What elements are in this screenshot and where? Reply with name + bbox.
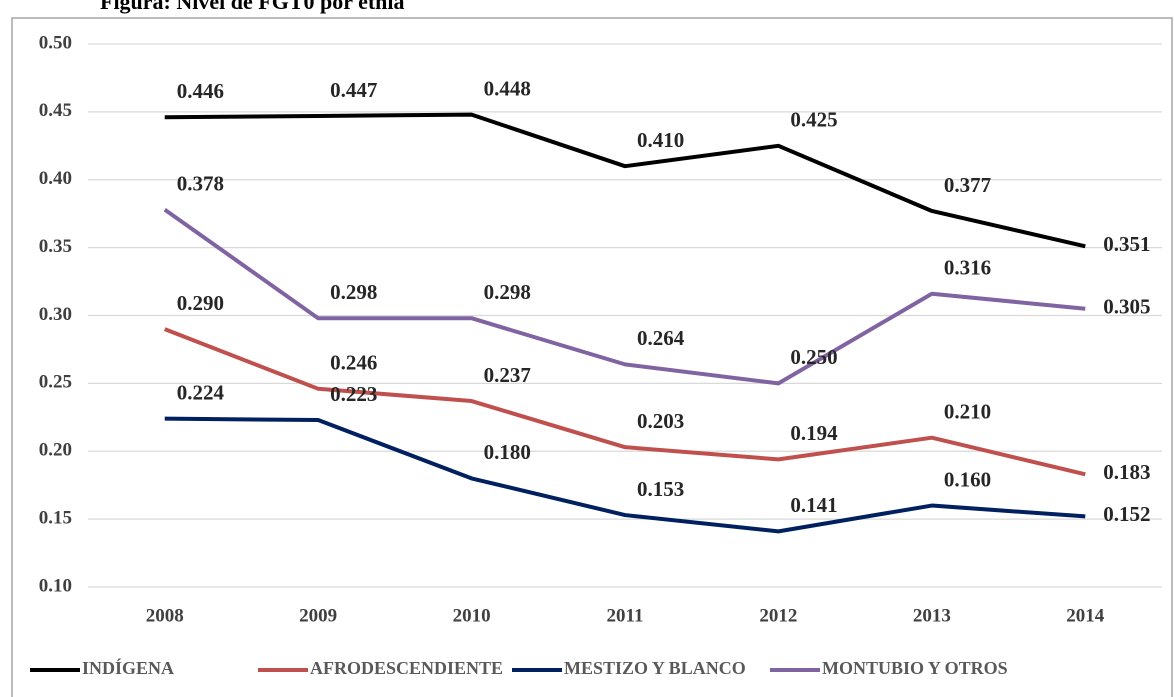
series-line — [163, 327, 1086, 477]
data-label: 0.425 — [790, 108, 837, 132]
data-label: 0.316 — [944, 256, 991, 280]
legend-label: INDÍGENA — [82, 657, 174, 678]
data-label: 0.250 — [790, 345, 837, 369]
data-label: 0.141 — [790, 493, 837, 517]
x-tick-label: 2009 — [299, 605, 337, 626]
data-label: 0.305 — [1103, 295, 1150, 319]
data-label: 0.183 — [1103, 460, 1150, 484]
y-tick-label: 0.10 — [39, 575, 72, 596]
data-label: 0.203 — [637, 409, 684, 433]
data-label: 0.378 — [177, 171, 224, 195]
data-label: 0.180 — [484, 440, 531, 464]
series-line — [164, 416, 1086, 534]
data-label: 0.298 — [484, 280, 531, 304]
chart-frame — [11, 17, 1173, 697]
series-line — [164, 112, 1086, 249]
y-tick-label: 0.45 — [39, 100, 72, 121]
data-label: 0.152 — [1103, 502, 1150, 526]
data-label: 0.224 — [177, 380, 225, 404]
y-tick-label: 0.20 — [39, 440, 72, 461]
x-tick-label: 2014 — [1066, 605, 1105, 626]
data-label: 0.223 — [330, 382, 377, 406]
data-label: 0.160 — [944, 467, 991, 491]
x-tick-label: 2010 — [453, 605, 491, 626]
y-tick-label: 0.25 — [39, 372, 72, 393]
data-label: 0.290 — [177, 291, 224, 315]
y-tick-label: 0.15 — [39, 507, 72, 528]
data-label: 0.377 — [944, 173, 991, 197]
data-label: 0.410 — [637, 128, 684, 152]
series-line — [163, 207, 1086, 386]
x-tick-label: 2013 — [913, 605, 951, 626]
data-label: 0.237 — [484, 363, 531, 387]
chart-title: Figura: Nivel de FGT0 por etnia — [100, 0, 405, 14]
x-tick-label: 2011 — [607, 605, 644, 626]
data-label: 0.153 — [637, 477, 684, 501]
y-tick-label: 0.30 — [39, 304, 72, 325]
data-label: 0.246 — [330, 351, 377, 375]
data-label: 0.298 — [330, 280, 377, 304]
data-label: 0.446 — [177, 79, 224, 103]
y-tick-label: 0.50 — [39, 32, 72, 53]
data-label: 0.351 — [1103, 232, 1150, 256]
legend-label: MONTUBIO Y OTROS — [822, 658, 1008, 678]
data-label: 0.447 — [330, 78, 377, 102]
data-label: 0.210 — [944, 399, 991, 423]
legend-label: AFRODESCENDIENTE — [310, 658, 503, 678]
x-tick-label: 2008 — [146, 605, 184, 626]
data-label: 0.264 — [637, 326, 685, 350]
y-tick-label: 0.40 — [39, 168, 72, 189]
y-tick-label: 0.35 — [39, 236, 72, 257]
data-label: 0.194 — [790, 421, 838, 445]
x-tick-label: 2012 — [759, 605, 797, 626]
data-label: 0.448 — [484, 76, 531, 100]
legend-label: MESTIZO Y BLANCO — [564, 658, 746, 678]
